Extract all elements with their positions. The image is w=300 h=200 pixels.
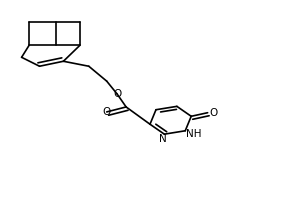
Text: N: N	[159, 134, 167, 144]
Text: NH: NH	[186, 129, 202, 139]
Text: O: O	[103, 107, 111, 117]
Text: O: O	[113, 89, 121, 99]
Text: O: O	[209, 108, 217, 118]
